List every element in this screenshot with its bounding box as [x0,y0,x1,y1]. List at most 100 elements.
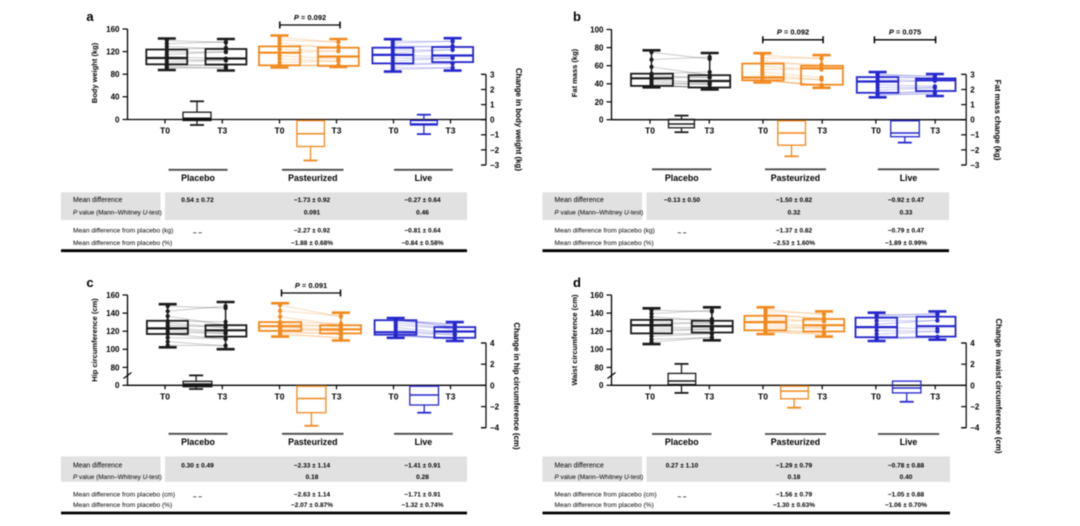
svg-text:Live: Live [900,173,918,183]
svg-text:P = 0.075: P = 0.075 [889,28,921,37]
svg-text:P = 0.091: P = 0.091 [295,281,327,290]
svg-text:−2: −2 [970,146,980,155]
svg-text:0.30 ± 0.49: 0.30 ± 0.49 [181,462,214,469]
svg-text:T0: T0 [871,126,881,136]
svg-text:Fat mass change (kg): Fat mass change (kg) [993,80,1002,161]
svg-text:P = 0.092: P = 0.092 [294,13,326,22]
svg-text:Mean difference from placebo (: Mean difference from placebo (%) [555,240,654,247]
svg-text:−1.73 ± 0.92: −1.73 ± 0.92 [294,197,331,204]
svg-text:−0.13 ± 0.50: −0.13 ± 0.50 [664,197,701,204]
svg-text:Mean difference from placebo (: Mean difference from placebo (kg) [73,227,173,234]
svg-text:−1.50 ± 0.82: −1.50 ± 0.82 [776,197,813,204]
svg-text:−0.27 ± 0.64: −0.27 ± 0.64 [404,197,441,204]
svg-text:Mean difference: Mean difference [555,197,604,204]
svg-text:−4: −4 [490,424,500,433]
svg-text:160: 160 [590,291,604,300]
svg-text:Mean difference from placebo (: Mean difference from placebo (cm) [555,491,657,498]
svg-text:80: 80 [111,70,120,79]
svg-text:T0: T0 [160,126,170,136]
svg-text:−0.81 ± 0.64: −0.81 ± 0.64 [404,227,441,234]
svg-text:−1.88 ± 0.68%: −1.88 ± 0.68% [291,240,333,247]
svg-text:Body weight (kg): Body weight (kg) [90,42,99,103]
svg-text:0: 0 [599,381,604,390]
svg-text:140: 140 [590,309,604,318]
svg-text:−1.32 ± 0.74%: −1.32 ± 0.74% [401,502,443,509]
svg-text:c: c [86,275,93,290]
svg-text:120: 120 [106,327,120,336]
svg-text:T0: T0 [389,126,399,136]
svg-text:−1.06 ± 0.70%: −1.06 ± 0.70% [885,502,927,509]
svg-text:Placebo: Placebo [665,437,699,447]
svg-text:−3: −3 [490,161,500,170]
svg-text:4: 4 [970,339,975,348]
svg-text:40: 40 [595,80,604,89]
svg-text:0.32: 0.32 [788,209,801,216]
svg-text:Mean difference from placebo (: Mean difference from placebo (%) [73,240,172,247]
svg-text:80: 80 [595,363,604,372]
svg-text:1: 1 [490,101,495,110]
svg-text:Pasteurized: Pasteurized [771,173,820,183]
svg-text:−1: −1 [490,131,500,140]
svg-text:Placebo: Placebo [665,173,699,183]
svg-text:Mean difference: Mean difference [73,197,122,204]
svg-text:−0.78 ± 0.88: −0.78 ± 0.88 [888,462,925,469]
svg-text:– –: – – [677,229,686,236]
svg-text:P value (Mann–Whitney U-test): P value (Mann–Whitney U-test) [73,474,162,481]
svg-text:Placebo: Placebo [181,173,215,183]
svg-text:−0.79 ± 0.47: −0.79 ± 0.47 [888,227,925,234]
svg-text:−0.92 ± 0.47: −0.92 ± 0.47 [888,197,925,204]
svg-text:0.54 ± 0.72: 0.54 ± 0.72 [181,197,214,204]
svg-text:Mean difference from placebo (: Mean difference from placebo (cm) [73,491,175,498]
svg-text:a: a [86,9,94,24]
svg-text:T3: T3 [930,391,940,401]
svg-text:0: 0 [970,116,975,125]
svg-text:140: 140 [106,309,120,318]
svg-text:2: 2 [970,85,975,94]
svg-text:80: 80 [111,363,120,372]
svg-text:– –: – – [677,493,686,500]
svg-text:120: 120 [106,48,120,57]
svg-text:−2: −2 [970,403,980,412]
svg-text:T3: T3 [217,126,227,136]
svg-text:P value (Mann–Whitney U-test): P value (Mann–Whitney U-test) [73,209,162,216]
svg-text:Change in waist circumference: Change in waist circumference (cm) [994,318,1003,453]
svg-text:T3: T3 [817,126,827,136]
svg-text:T0: T0 [275,126,285,136]
svg-text:Pasteurized: Pasteurized [771,437,820,447]
svg-text:3: 3 [490,70,495,79]
svg-text:T3: T3 [704,391,714,401]
svg-text:P value (Mann–Whitney U-test): P value (Mann–Whitney U-test) [555,209,644,216]
svg-text:100: 100 [590,345,604,354]
svg-text:1: 1 [970,101,975,110]
svg-text:0: 0 [115,115,120,124]
svg-text:Mean difference: Mean difference [73,462,122,469]
svg-text:−1.56 ± 0.79: −1.56 ± 0.79 [776,491,813,498]
svg-text:0: 0 [490,116,495,125]
svg-text:0.40: 0.40 [900,474,913,481]
svg-text:– –: – – [193,493,202,500]
svg-text:Hip circumference (cm): Hip circumference (cm) [90,298,99,382]
svg-text:−1.05 ± 0.88: −1.05 ± 0.88 [888,491,925,498]
svg-text:80: 80 [595,44,604,53]
svg-text:60: 60 [595,62,604,71]
svg-text:−1: −1 [970,131,980,140]
svg-text:−0.84 ± 0.58%: −0.84 ± 0.58% [401,240,443,247]
svg-text:2: 2 [490,360,495,369]
svg-text:Change in body weight (kg): Change in body weight (kg) [514,68,523,171]
svg-text:T0: T0 [160,391,170,401]
svg-text:Waist circumference (cm): Waist circumference (cm) [570,294,579,386]
svg-text:−1.41 ± 0.91: −1.41 ± 0.91 [404,462,441,469]
svg-text:−1.29 ± 0.79: −1.29 ± 0.79 [776,462,813,469]
svg-text:P = 0.092: P = 0.092 [777,28,809,37]
svg-text:Placebo: Placebo [181,437,215,447]
svg-text:T3: T3 [704,126,714,136]
svg-text:−1.71 ± 0.91: −1.71 ± 0.91 [404,491,441,498]
svg-text:−2.53 ± 1.60%: −2.53 ± 1.60% [773,240,815,247]
svg-text:Mean difference from placebo (: Mean difference from placebo (%) [555,502,654,509]
svg-text:0.27 ± 1.10: 0.27 ± 1.10 [666,462,699,469]
svg-text:160: 160 [106,291,120,300]
svg-text:d: d [573,275,581,290]
svg-text:−2.33 ± 1.14: −2.33 ± 1.14 [294,462,331,469]
svg-text:−1.89 ± 0.99%: −1.89 ± 0.99% [885,240,927,247]
svg-text:– –: – – [193,229,202,236]
